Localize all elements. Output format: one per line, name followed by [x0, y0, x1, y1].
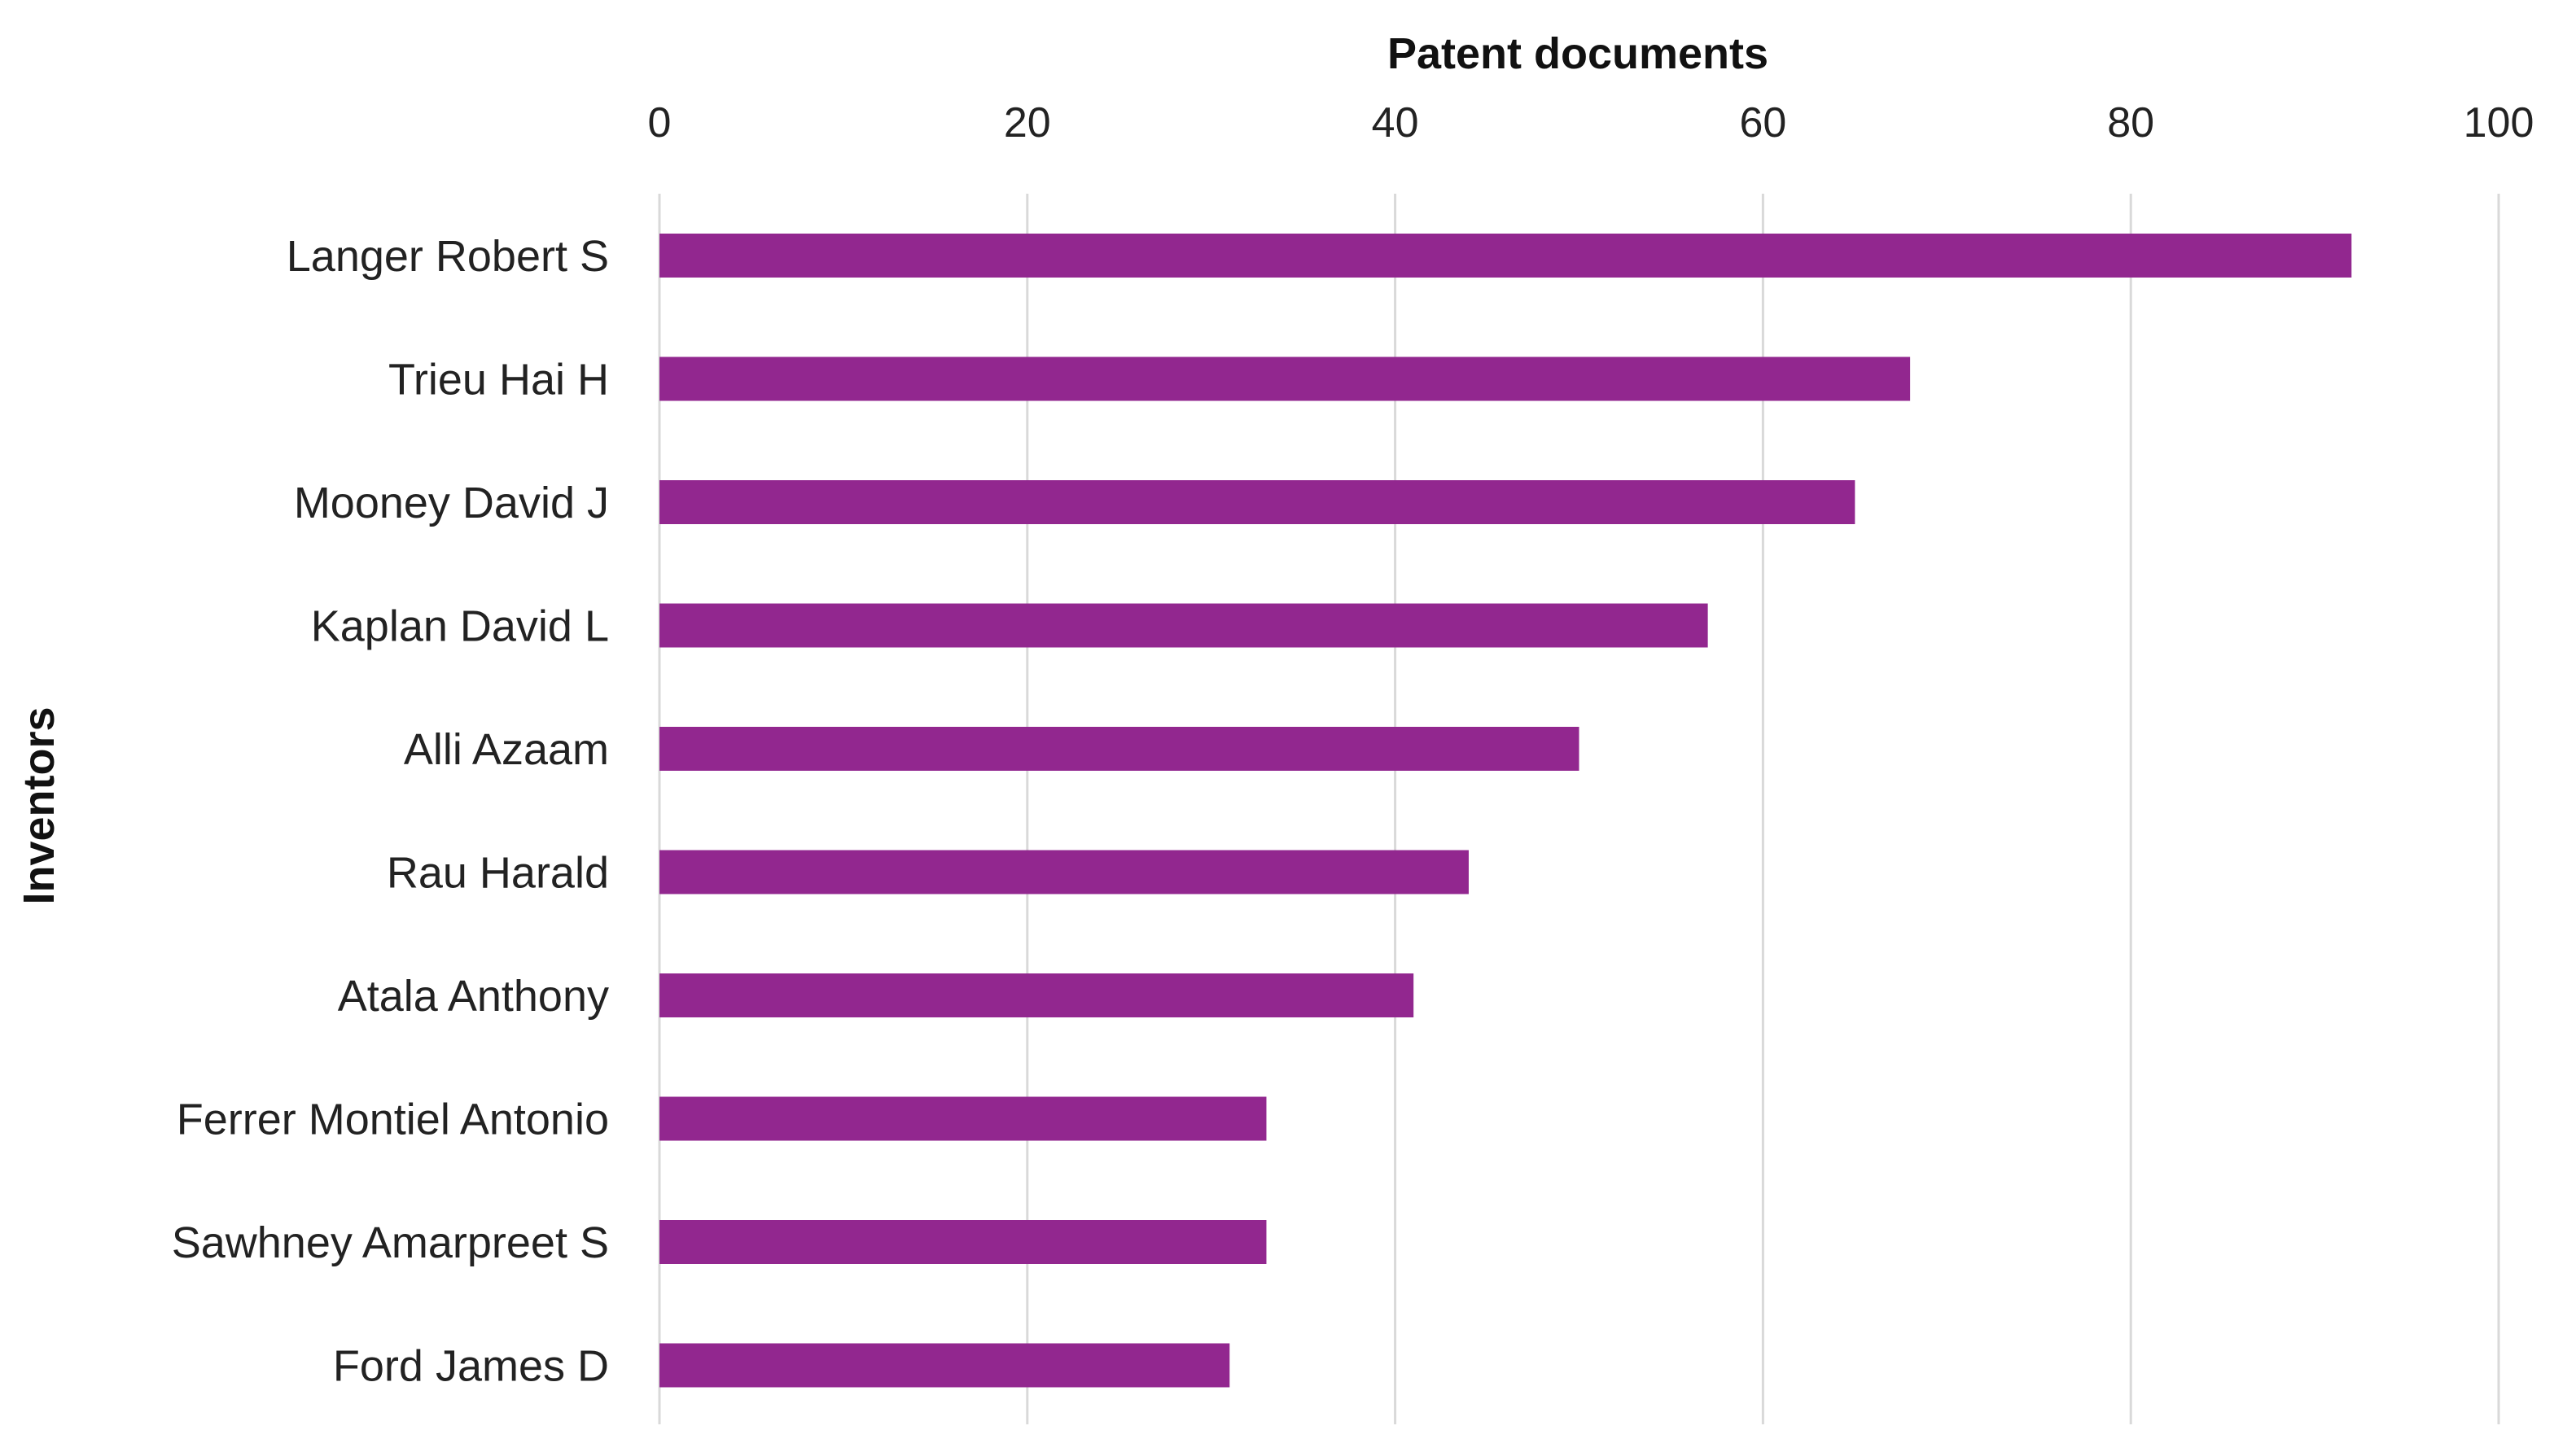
category-labels: Langer Robert S Trieu Hai H Mooney David J…	[172, 232, 609, 1391]
bar	[659, 480, 1855, 524]
bar	[659, 1343, 1230, 1388]
x-tick-label: 60	[1739, 99, 1786, 147]
bar	[659, 603, 1708, 648]
bar	[659, 1096, 1267, 1141]
category-label: Trieu Hai H	[388, 356, 609, 405]
category-label: Ferrer Montiel Antonio	[177, 1096, 609, 1144]
x-tick-label: 20	[1004, 99, 1051, 147]
x-tick-label: 40	[1372, 99, 1419, 147]
x-axis-title: Patent documents	[1387, 29, 1768, 78]
bar	[659, 850, 1469, 894]
x-tick-label: 100	[2464, 99, 2534, 147]
category-label: Alli Azaam	[404, 725, 609, 774]
bars	[659, 234, 2352, 1388]
bar	[659, 356, 1911, 401]
x-tick-label: 0	[648, 99, 672, 147]
category-label: Ford James D	[333, 1342, 609, 1391]
bar	[659, 727, 1579, 771]
category-label: Rau Harald	[387, 849, 609, 898]
y-axis-title: Inventors	[15, 706, 64, 904]
category-label: Mooney David J	[294, 479, 609, 527]
category-label: Langer Robert S	[287, 232, 609, 281]
bar	[659, 973, 1414, 1017]
bar	[659, 234, 2352, 278]
category-label: Kaplan David L	[311, 602, 609, 651]
category-label: Atala Anthony	[338, 972, 609, 1021]
bar	[659, 1220, 1267, 1264]
x-tick-label: 80	[2107, 99, 2154, 147]
category-label: Sawhney Amarpreet S	[172, 1218, 609, 1267]
x-axis-ticks: 0 20 40 60 80 100	[648, 99, 2534, 147]
